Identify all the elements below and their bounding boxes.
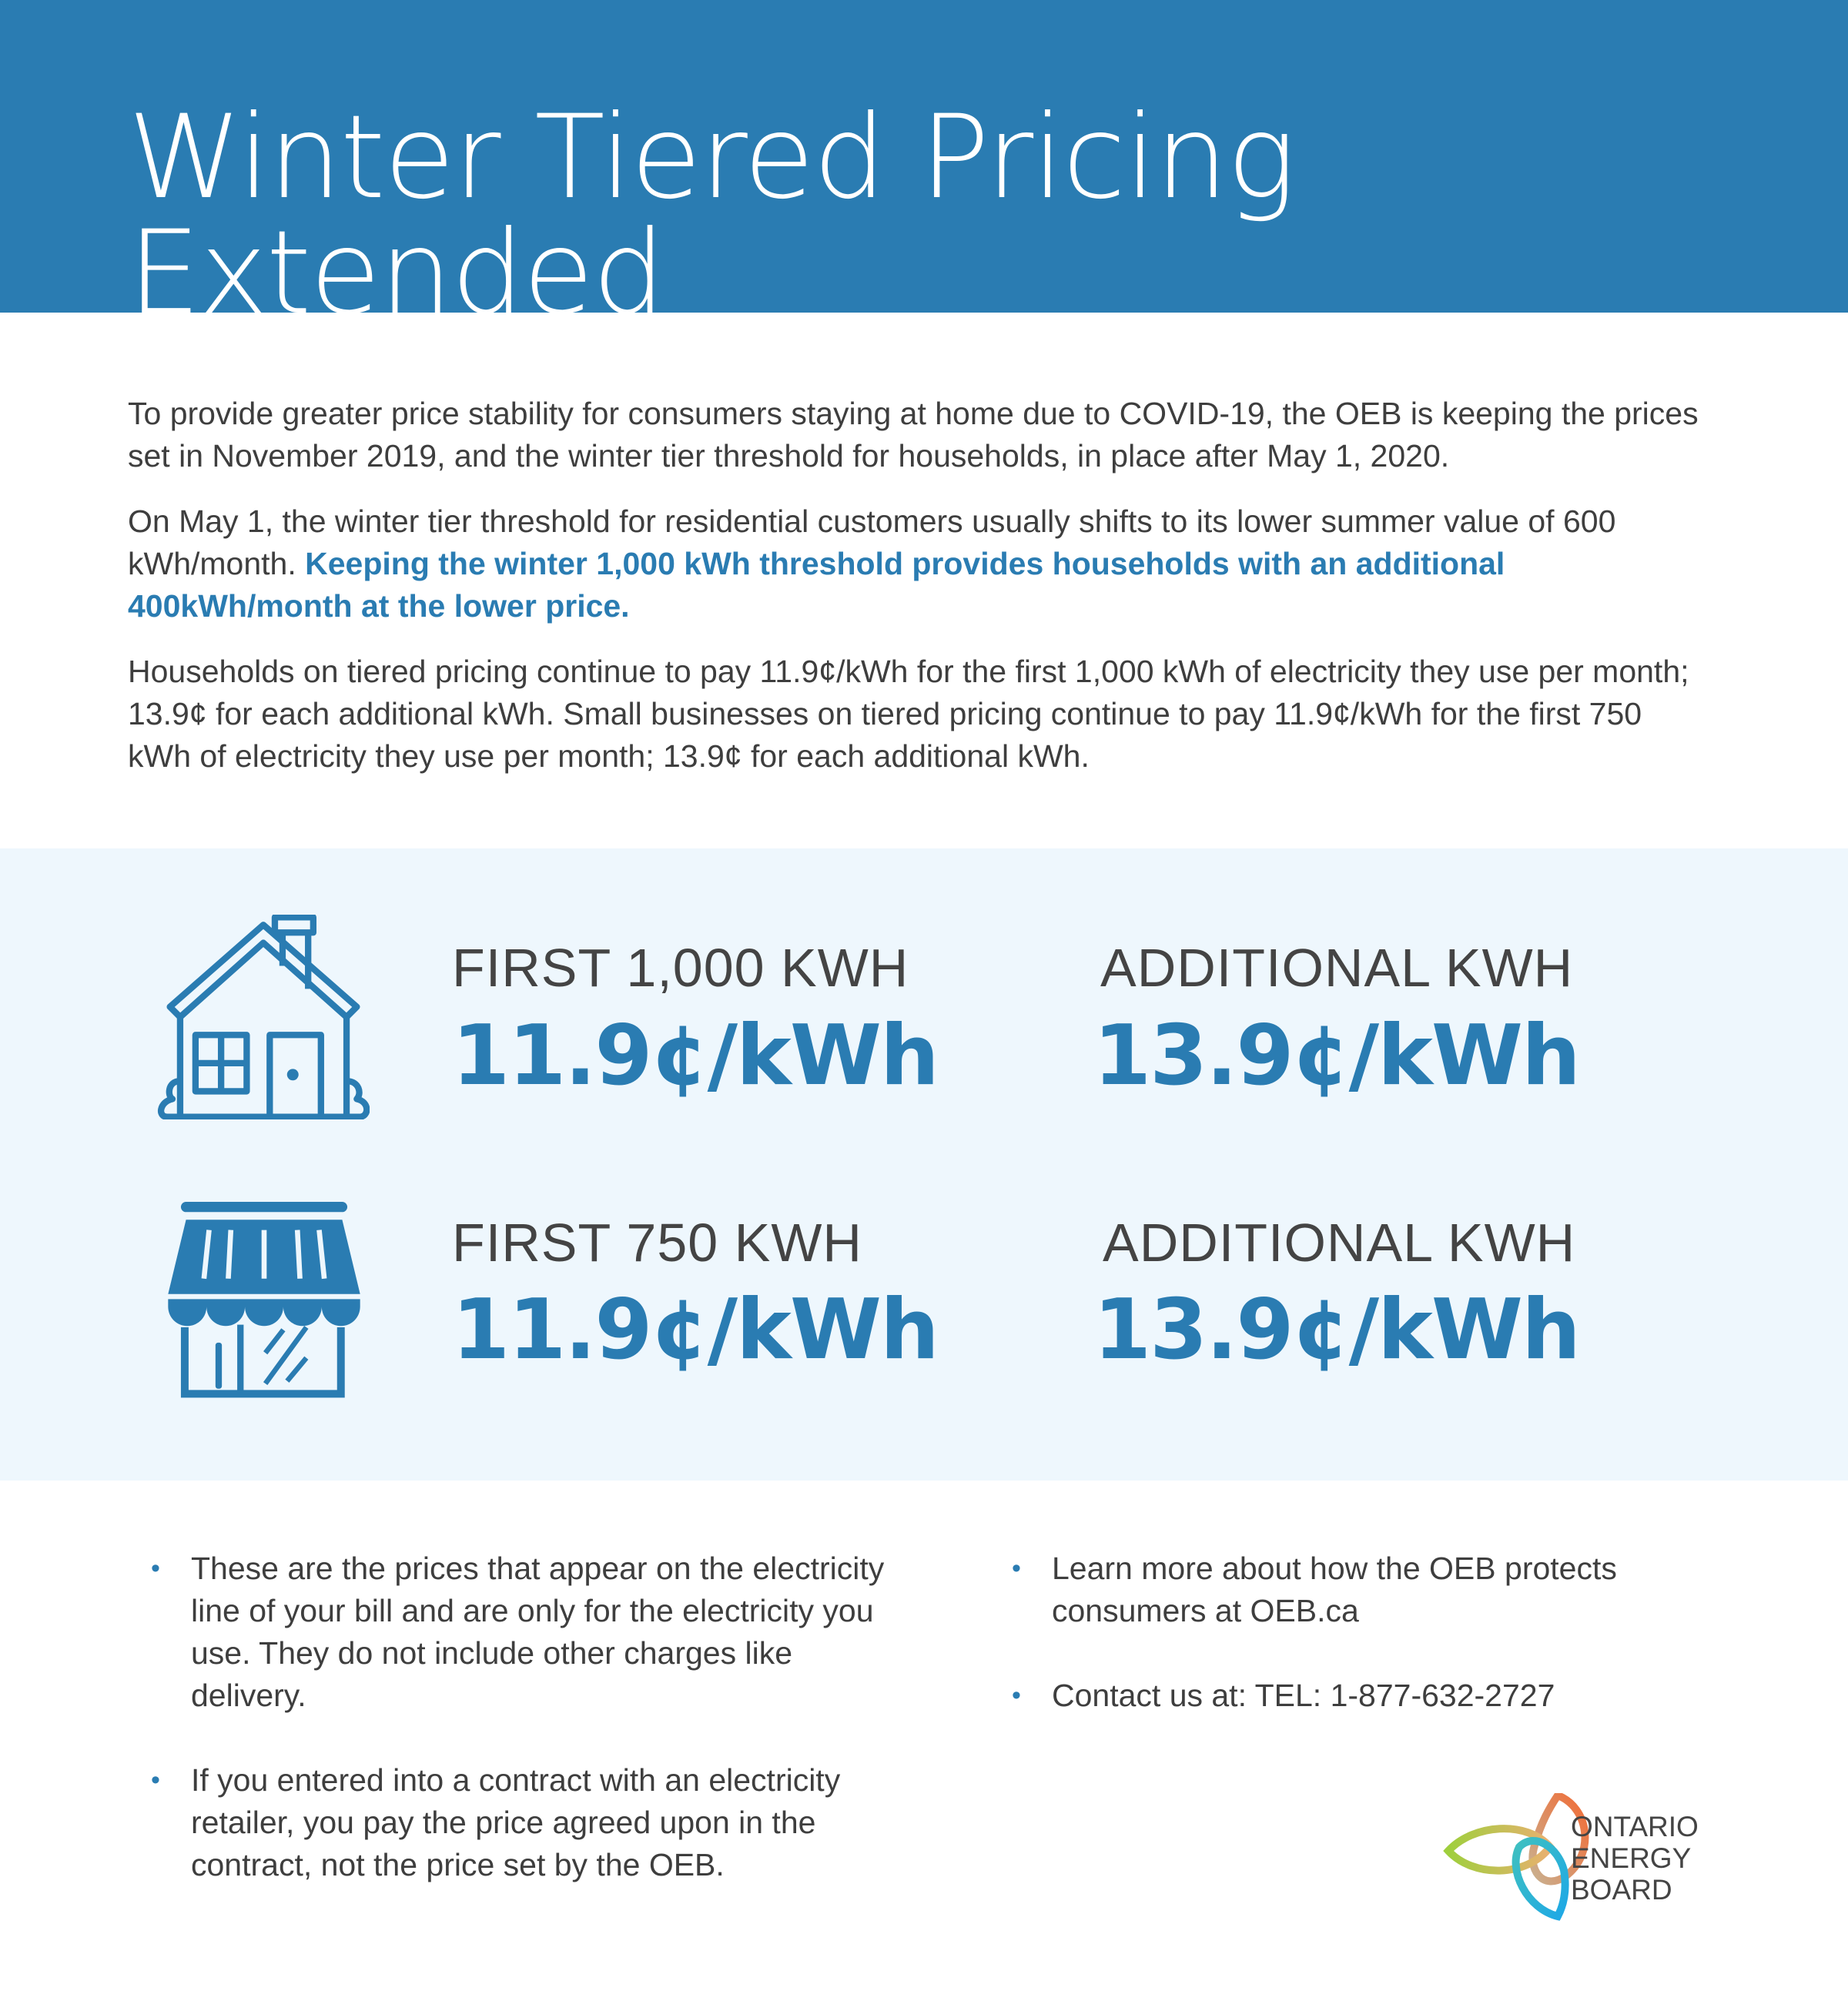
note-item: • Contact us at: TEL: 1-877-632-2727 [1012, 1675, 1689, 1717]
household-tier2-price: 13.9¢/kWh [1093, 1008, 1581, 1104]
bullet-icon: • [151, 1765, 160, 1795]
business-tier2-label: ADDITIONAL KWH [1103, 1213, 1576, 1273]
oeb-logo-icon [1443, 1793, 1589, 1921]
logo-line-3: BOARD [1571, 1874, 1672, 1906]
intro-paragraph-3: Households on tiered pricing continue to… [128, 654, 1689, 774]
house-icon [158, 915, 370, 1119]
intro-text: To provide greater price stability for c… [128, 393, 1699, 801]
storefront-icon [168, 1202, 360, 1398]
intro-paragraph-2-text: On May 1, the winter tier threshold for … [128, 504, 1616, 581]
note-text: If you entered into a contract with an e… [191, 1762, 841, 1882]
note-item: • These are the prices that appear on the… [151, 1548, 906, 1717]
bullet-icon: • [151, 1554, 160, 1583]
intro-paragraph-1: To provide greater price stability for c… [128, 396, 1699, 473]
household-tier1-price: 11.9¢/kWh [452, 1008, 939, 1104]
intro-highlight: Keeping the winter 1,000 kWh threshold p… [128, 546, 1505, 624]
intro-paragraph-2: On May 1, the winter tier threshold for … [128, 500, 1699, 627]
page-title: Winter Tiered Pricing Extended [128, 91, 1296, 340]
household-tier1-label: FIRST 1,000 KWH [452, 938, 909, 998]
note-item: • Learn more about how the OEB protects c… [1012, 1548, 1689, 1632]
note-text: Contact us at: TEL: 1-877-632-2727 [1052, 1678, 1555, 1713]
note-text: These are the prices that appear on the … [191, 1551, 885, 1713]
notes-right: • Learn more about how the OEB protects c… [1012, 1548, 1689, 1759]
logo-line-1: ONTARIO [1571, 1811, 1699, 1842]
bullet-icon: • [1012, 1681, 1021, 1710]
logo-line-2: ENERGY [1571, 1842, 1692, 1874]
oeb-logo-text: ONTARIO ENERGY BOARD [1571, 1811, 1699, 1906]
header-banner: Winter Tiered Pricing Extended [0, 0, 1848, 331]
business-tier2-price: 13.9¢/kWh [1093, 1282, 1581, 1378]
business-tier1-price: 11.9¢/kWh [452, 1282, 939, 1378]
note-item: • If you entered into a contract with an … [151, 1759, 906, 1886]
notes-left: • These are the prices that appear on the… [151, 1548, 906, 1929]
business-tier1-label: FIRST 750 KWH [452, 1213, 862, 1273]
household-tier2-label: ADDITIONAL KWH [1100, 938, 1574, 998]
bullet-icon: • [1012, 1554, 1021, 1583]
note-text: Learn more about how the OEB protects co… [1052, 1551, 1617, 1628]
